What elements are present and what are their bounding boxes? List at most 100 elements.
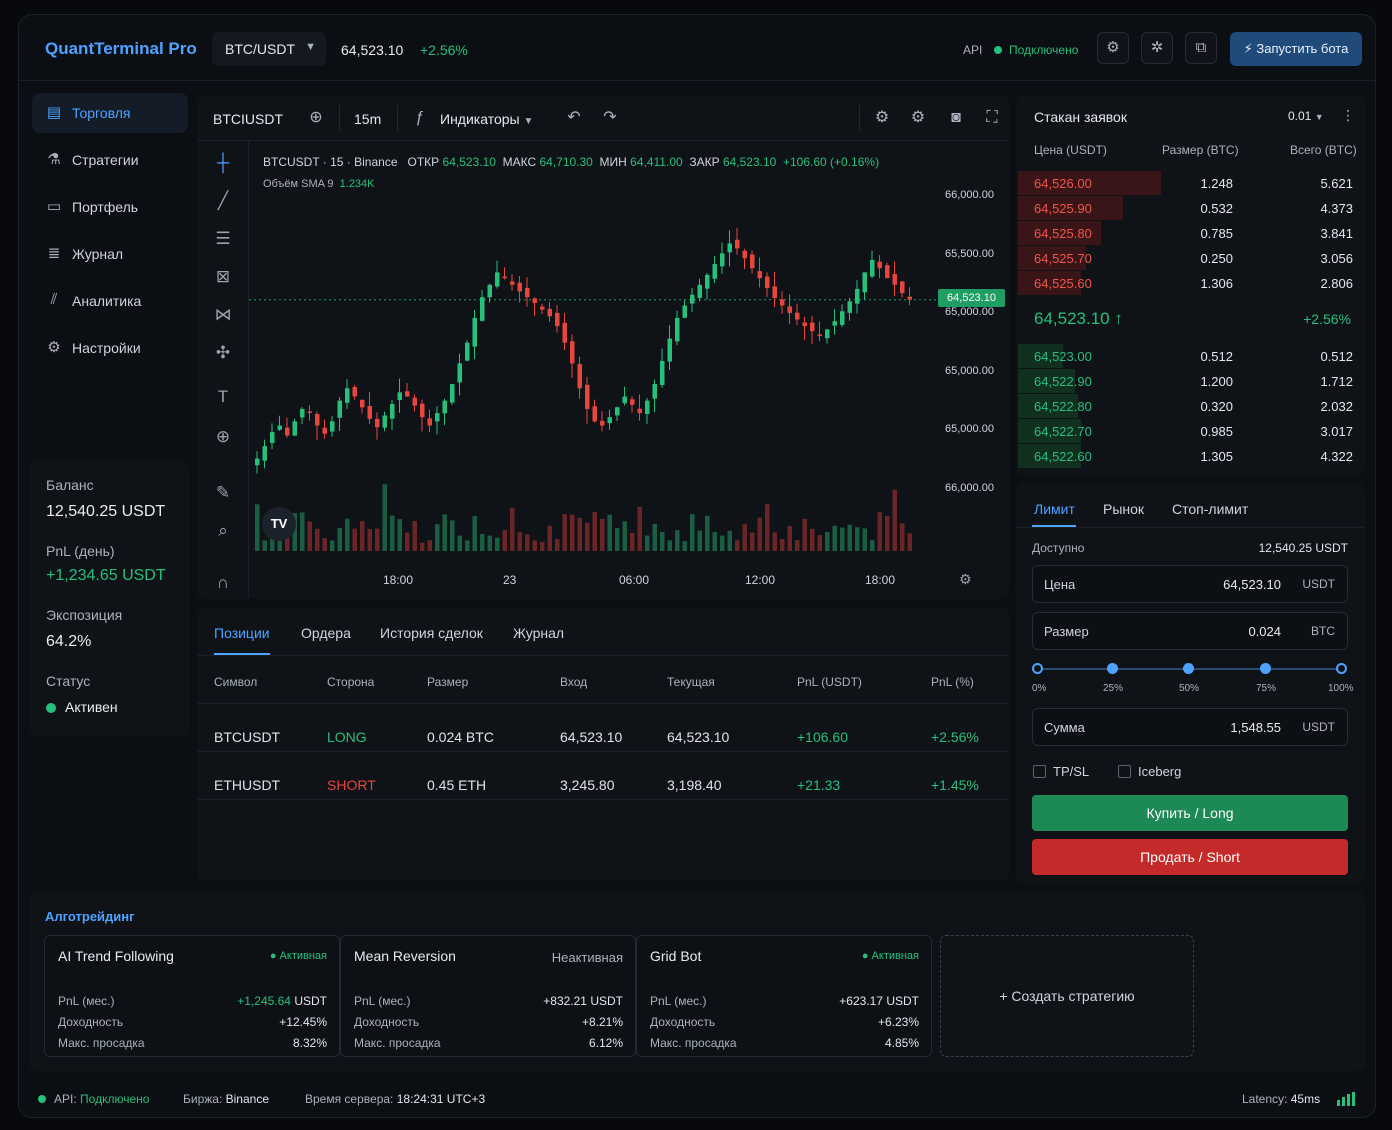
volume-bar: [645, 535, 650, 551]
bid-row[interactable]: 64,522.90 1.200 1.712: [1016, 369, 1365, 393]
status-label: Статус: [46, 673, 91, 689]
exposure-label: Экспозиция: [46, 607, 123, 623]
volume-bar: [442, 514, 447, 551]
bid-row[interactable]: 64,522.80 0.320 2.032: [1016, 394, 1365, 418]
slider-node[interactable]: [1183, 663, 1194, 674]
tab-2[interactable]: История сделок: [380, 625, 483, 641]
sell-short-button[interactable]: Продать / Short: [1032, 839, 1348, 875]
strategy-card[interactable]: AI Trend Following ● Активная PnL (мес.) +1…: [44, 935, 340, 1057]
drawing-tools: ┼ ╱ ☰ ⊠ ⋈ ✣ T ⊕ ✎ ⌕ ∩: [197, 141, 249, 599]
strategy-card[interactable]: Grid Bot ● Активная PnL (мес.) +623.17 USDT…: [636, 935, 932, 1057]
sidebar-item-5[interactable]: ⚙ Настройки: [32, 328, 188, 368]
volume-bar: [877, 512, 882, 551]
tab-3[interactable]: Журнал: [513, 625, 565, 641]
column-header: Символ: [214, 675, 258, 689]
ask-row[interactable]: 64,526.00 1.248 5.621: [1016, 171, 1365, 195]
candle: [645, 400, 650, 414]
trendline-tool-icon[interactable]: ╱: [217, 191, 229, 210]
candle: [667, 338, 672, 362]
ask-row[interactable]: 64,525.90 0.532 4.373: [1016, 196, 1365, 220]
alert-settings-icon[interactable]: ⚙: [874, 109, 890, 126]
slider-node[interactable]: [1107, 663, 1118, 674]
pattern-tool-icon[interactable]: ⋈: [214, 305, 232, 324]
add-symbol-icon[interactable]: ⊕: [309, 109, 323, 126]
candlestick-chart[interactable]: [249, 141, 939, 561]
price-field[interactable]: Цена 64,523.10 USDT: [1032, 565, 1348, 603]
ruler-tool-icon[interactable]: ✎: [215, 483, 231, 502]
tab-1[interactable]: Ордера: [301, 625, 351, 641]
sidebar-item-1[interactable]: ⚗ Стратегии: [32, 140, 188, 180]
tab-0[interactable]: Позиции: [214, 625, 270, 641]
zoom-tool-icon[interactable]: ⌕: [218, 521, 228, 540]
order-form: Лимит Рынок Стоп-лимит Доступно 12,540.2…: [1016, 483, 1365, 883]
chevron-down-icon: ▼: [305, 41, 316, 53]
ask-row[interactable]: 64,525.70 0.250 3.056: [1016, 246, 1365, 270]
export-button[interactable]: ⧉: [1185, 32, 1217, 64]
slider-node[interactable]: [1336, 663, 1347, 674]
high-value: 64,710.30: [539, 155, 593, 169]
fullscreen-icon[interactable]: ⛶: [986, 109, 998, 126]
amount-field[interactable]: Сумма 1,548.55 USDT: [1032, 708, 1348, 746]
redo-icon[interactable]: ↷: [603, 109, 617, 126]
footer-api: API: Подключено: [54, 1092, 149, 1106]
candle: [315, 414, 320, 426]
candle: [285, 427, 290, 436]
crosshair-tool-icon[interactable]: ┼: [216, 153, 230, 172]
tpsl-checkbox[interactable]: [1033, 765, 1046, 778]
price-label: Цена: [1044, 577, 1076, 592]
buy-long-button[interactable]: Купить / Long: [1032, 795, 1348, 831]
sidebar-item-0[interactable]: ▤ Торговля: [32, 93, 188, 133]
tab-market[interactable]: Рынок: [1103, 501, 1145, 517]
portfolio-icon: ▭: [46, 198, 62, 215]
pair-selector[interactable]: BTC/USDT ▼: [212, 32, 326, 66]
candle: [757, 271, 762, 279]
sidebar-item-4[interactable]: ⫽ Аналитика: [32, 281, 188, 321]
bid-row[interactable]: 64,522.70 0.985 3.017: [1016, 419, 1365, 443]
slider-node[interactable]: [1032, 663, 1043, 674]
chart-symbol[interactable]: BTCIUSDT: [213, 111, 283, 127]
position-pnl: +21.33: [797, 777, 841, 793]
projection-tool-icon[interactable]: ✣: [215, 343, 231, 362]
interval-selector[interactable]: 15m: [354, 111, 382, 127]
ask-row[interactable]: 64,525.60 1.306 2.806: [1016, 271, 1365, 295]
bid-row[interactable]: 64,522.60 1.305 4.322: [1016, 444, 1365, 468]
channel-tool-icon[interactable]: ☰: [215, 229, 231, 248]
ob-total: 0.512: [1320, 349, 1353, 364]
volume-bar: [772, 532, 777, 551]
tab-stop-limit[interactable]: Стоп-лимит: [1172, 501, 1249, 517]
bid-row[interactable]: 64,523.00 0.512 0.512: [1016, 344, 1365, 368]
bot-settings-button[interactable]: ✲: [1141, 32, 1173, 64]
candle: [727, 243, 732, 253]
more-icon[interactable]: ⋮: [1341, 107, 1355, 123]
step-selector[interactable]: 0.01 ▼: [1288, 109, 1324, 123]
volume-bar: [375, 528, 380, 551]
tab-limit[interactable]: Лимит: [1034, 501, 1075, 517]
position-pnl_pct: +1.45%: [931, 777, 979, 793]
ask-row[interactable]: 64,525.80 0.785 3.841: [1016, 221, 1365, 245]
high-label: МАКС: [502, 155, 537, 169]
candle: [300, 408, 305, 418]
candle: [855, 288, 860, 304]
size-field[interactable]: Размер 0.024 BTC: [1032, 612, 1348, 650]
iceberg-checkbox[interactable]: [1118, 765, 1131, 778]
magnet-tool-icon[interactable]: ∩: [216, 573, 230, 592]
candle: [810, 322, 815, 332]
sidebar-item-2[interactable]: ▭ Портфель: [32, 187, 188, 227]
axis-settings-icon[interactable]: ⚙: [959, 571, 972, 587]
indicators-button[interactable]: Индикаторы ▼: [440, 111, 533, 127]
rectangle-tool-icon[interactable]: ⊠: [215, 267, 231, 286]
settings-button[interactable]: ⚙: [1097, 32, 1129, 64]
strategies-icon: ⚗: [47, 151, 61, 168]
algo-trading-panel: Алготрейдинг AI Trend Following ● Активна…: [29, 891, 1365, 1071]
chart-settings-icon[interactable]: ⚙: [910, 109, 926, 126]
text-tool-icon[interactable]: T: [217, 387, 229, 406]
slider-node[interactable]: [1260, 663, 1271, 674]
strategy-card[interactable]: Mean Reversion Неактивная PnL (мес.) +832.2…: [340, 935, 636, 1057]
create-strategy-button[interactable]: + Создать стратегию: [940, 935, 1194, 1057]
undo-icon[interactable]: ↶: [567, 109, 581, 126]
add-tool-icon[interactable]: ⊕: [215, 427, 231, 446]
run-bot-button[interactable]: ⚡ Запустить бота: [1230, 32, 1362, 66]
strategy-status: ● Активная: [269, 950, 327, 962]
sidebar-item-3[interactable]: ≣ Журнал: [32, 234, 188, 274]
camera-icon[interactable]: ◙: [951, 109, 961, 126]
